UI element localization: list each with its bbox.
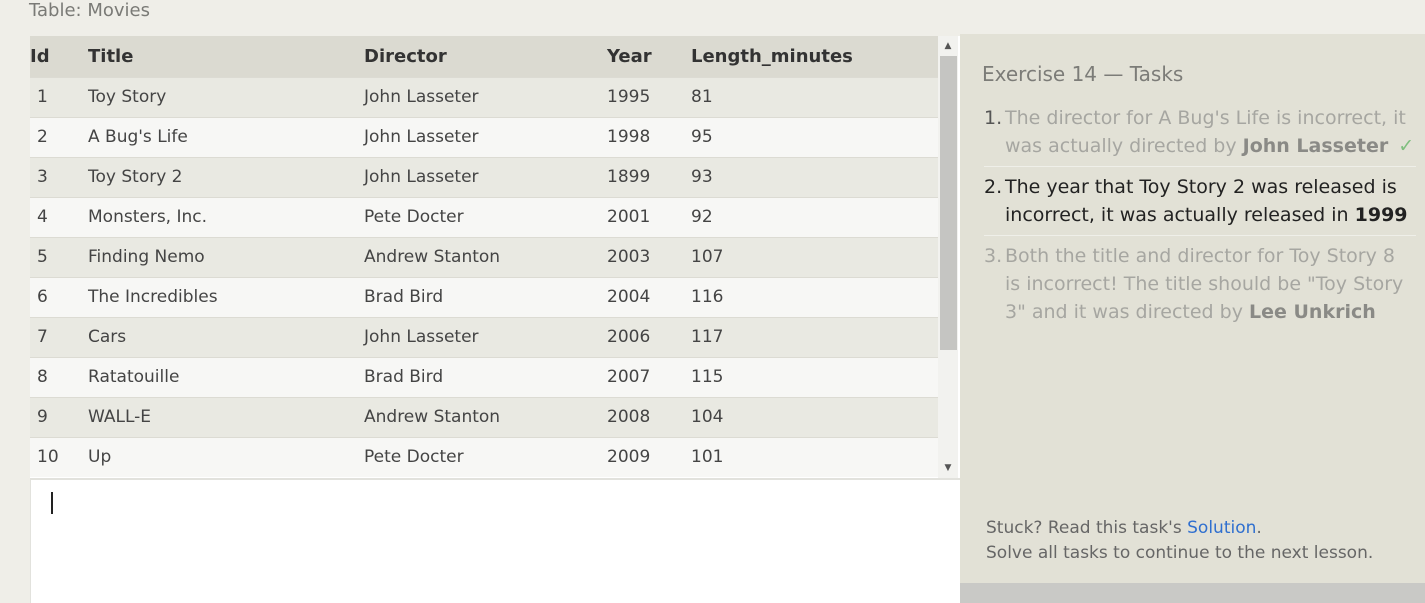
stuck-suffix: . [1256,518,1262,538]
cell-id: 2 [30,116,88,157]
scroll-up-arrow-icon[interactable]: ▲ [944,41,952,51]
cell-id: 4 [30,196,88,237]
table-row: 3 Toy Story 2 John Lasseter 1899 93 [30,156,938,197]
cell-id: 3 [30,156,88,197]
table-row: 9 WALL-E Andrew Stanton 2008 104 [30,396,938,437]
table-row: 6 The Incredibles Brad Bird 2004 116 [30,276,938,317]
task-item-1: 1. The director for A Bug's Life is incor… [984,104,1416,167]
cell-id: 1 [30,76,88,117]
task-item-3: 3. Both the title and director for Toy St… [984,242,1416,332]
tasks-title: Exercise 14 — Tasks [982,62,1184,86]
table-row: 4 Monsters, Inc. Pete Docter 2001 92 [30,196,938,237]
stuck-line: Stuck? Read this task's Solution. [986,516,1373,541]
table-row: 2 A Bug's Life John Lasseter 1998 95 [30,116,938,157]
cell-length: 93 [691,156,938,197]
task-item-2: 2. The year that Toy Story 2 was released… [984,173,1416,236]
cell-director: John Lasseter [364,76,607,117]
cell-year: 2006 [607,316,691,357]
cell-title: Ratatouille [88,356,364,397]
cell-director: Brad Bird [364,276,607,317]
cell-title: Cars [88,316,364,357]
column-header-title: Title [88,36,364,77]
cell-id: 8 [30,356,88,397]
column-header-id: Id [30,36,88,77]
cell-year: 2009 [607,436,691,477]
text-caret [51,492,53,514]
cell-title: Monsters, Inc. [88,196,364,237]
cell-director: Pete Docter [364,436,607,477]
movies-table: Id Title Director Year Length_minutes 1 … [30,36,938,477]
scroll-thumb[interactable] [940,56,957,350]
cell-director: Andrew Stanton [364,396,607,437]
help-note: Stuck? Read this task's Solution. Solve … [986,516,1373,566]
task-text: The director for A Bug's Life is incorre… [1005,107,1406,157]
tasks-panel: Exercise 14 — Tasks 1. The director for A… [960,34,1425,583]
cell-director: Andrew Stanton [364,236,607,277]
table-header-row: Id Title Director Year Length_minutes [30,36,938,77]
cell-title: Up [88,436,364,477]
cell-director: Pete Docter [364,196,607,237]
task-text: Both the title and director for Toy Stor… [1005,245,1404,323]
checkmark-icon: ✓ [1398,135,1415,157]
cell-director: John Lasseter [364,316,607,357]
cell-title: WALL-E [88,396,364,437]
cell-length: 101 [691,436,938,477]
cell-length: 107 [691,236,938,277]
task-list: 1. The director for A Bug's Life is incor… [984,104,1416,338]
cell-year: 2004 [607,276,691,317]
cell-year: 2003 [607,236,691,277]
task-bold-answer: 1999 [1354,204,1408,226]
cell-length: 104 [691,396,938,437]
task-number: 2. [984,176,1003,198]
task-bold-answer: John Lasseter [1242,135,1389,157]
table-row: 5 Finding Nemo Andrew Stanton 2003 107 [30,236,938,277]
cell-year: 1998 [607,116,691,157]
table-row: 1 Toy Story John Lasseter 1995 81 [30,76,938,117]
cell-length: 95 [691,116,938,157]
table-row: 7 Cars John Lasseter 2006 117 [30,316,938,357]
stuck-prefix: Stuck? Read this task's [986,518,1188,538]
cell-id: 9 [30,396,88,437]
sql-query-editor[interactable] [30,478,960,603]
table-label: Table: Movies [29,0,150,21]
cell-length: 115 [691,356,938,397]
cell-director: Brad Bird [364,356,607,397]
task-text: The year that Toy Story 2 was released i… [1005,176,1397,226]
table-row: 8 Ratatouille Brad Bird 2007 115 [30,356,938,397]
column-header-length: Length_minutes [691,36,938,77]
cell-title: The Incredibles [88,276,364,317]
cell-title: A Bug's Life [88,116,364,157]
task-number: 3. [984,245,1003,267]
column-header-year: Year [607,36,691,77]
cell-length: 81 [691,76,938,117]
cell-id: 5 [30,236,88,277]
table-row: 10 Up Pete Docter 2009 101 [30,436,938,477]
cell-director: John Lasseter [364,156,607,197]
cell-length: 117 [691,316,938,357]
table-panel: Id Title Director Year Length_minutes 1 … [30,36,960,478]
cell-year: 1995 [607,76,691,117]
scroll-down-arrow-icon[interactable]: ▼ [944,463,952,473]
cell-title: Toy Story 2 [88,156,364,197]
cell-title: Finding Nemo [88,236,364,277]
task-number: 1. [984,107,1003,129]
cell-length: 92 [691,196,938,237]
cell-length: 116 [691,276,938,317]
continue-text: Solve all tasks to continue to the next … [986,543,1374,563]
cell-title: Toy Story [88,76,364,117]
cell-director: John Lasseter [364,116,607,157]
bottom-bar [960,583,1425,603]
cell-id: 10 [30,436,88,477]
task-bold-answer: Lee Unkrich [1249,301,1376,323]
cell-year: 2007 [607,356,691,397]
column-header-director: Director [364,36,607,77]
solution-link[interactable]: Solution [1187,518,1257,538]
cell-id: 6 [30,276,88,317]
cell-year: 2008 [607,396,691,437]
table-scrollbar[interactable]: ▲ ▼ [938,36,958,478]
cell-year: 2001 [607,196,691,237]
cell-year: 1899 [607,156,691,197]
cell-id: 7 [30,316,88,357]
